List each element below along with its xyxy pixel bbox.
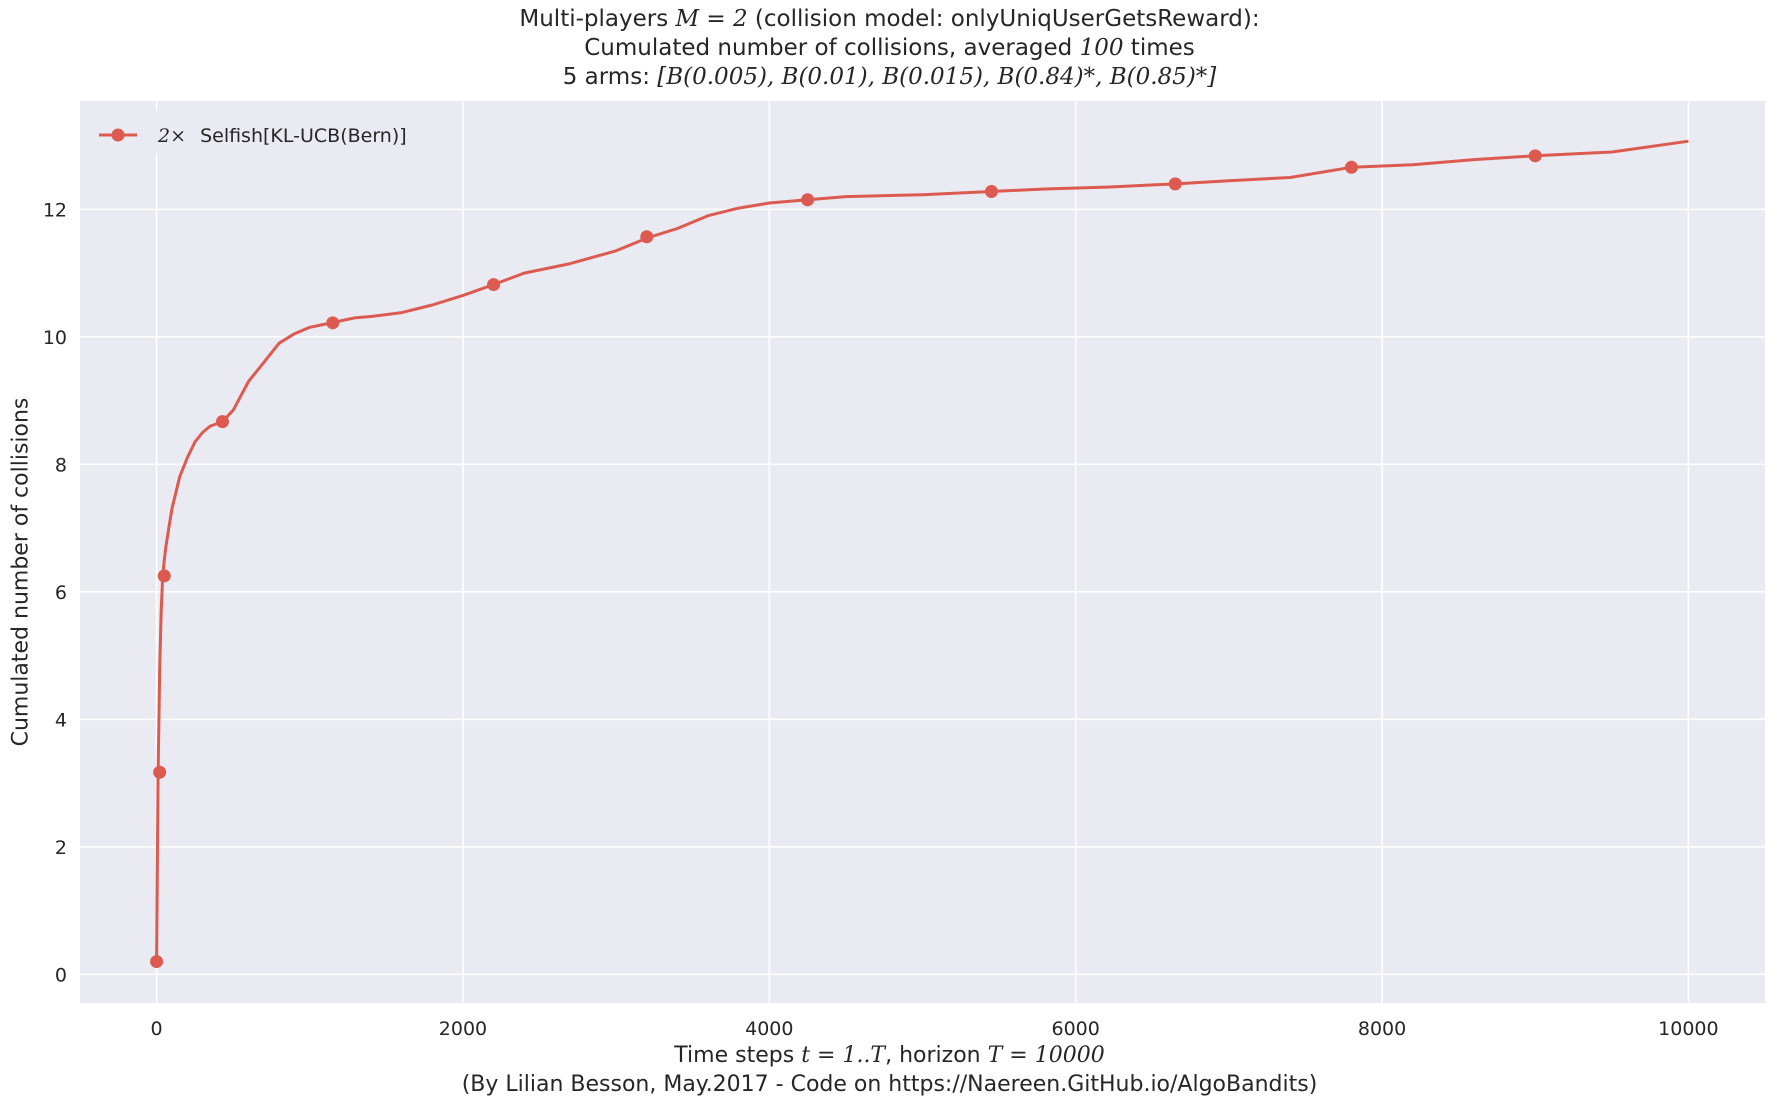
- y-tick-label: 0: [55, 964, 67, 986]
- x-tick-label: 8000: [1358, 1018, 1406, 1040]
- y-tick-label: 4: [55, 709, 67, 731]
- series-marker: [1168, 177, 1182, 191]
- legend-label: 2× Selfish[KL-UCB(Bern)]: [157, 125, 407, 147]
- y-tick-label: 10: [43, 327, 67, 349]
- series-marker: [326, 316, 340, 330]
- y-tick-labels: 0 2 4 6 8 10 12: [43, 199, 67, 986]
- x-tick-label: 2000: [439, 1018, 487, 1040]
- series-marker: [801, 193, 815, 207]
- series-marker: [1344, 160, 1358, 174]
- series-marker: [640, 230, 654, 244]
- x-axis-label: Time steps t = 1..T, horizon T = 10000: [674, 1043, 1105, 1068]
- series-layer: [150, 139, 1689, 969]
- x-tick-label: 4000: [745, 1018, 793, 1040]
- y-tick-label: 6: [55, 582, 67, 604]
- legend-box: [92, 111, 442, 153]
- x-tick-labels: 0 2000 4000 6000 8000 10000: [151, 1018, 1719, 1040]
- series-marker: [984, 185, 998, 199]
- credit-footer: (By Lilian Besson, May.2017 - Code on ht…: [461, 1072, 1318, 1097]
- x-tick-label: 10000: [1658, 1018, 1718, 1040]
- x-tick-label: 0: [151, 1018, 163, 1040]
- series-marker: [1528, 149, 1542, 163]
- chart-title-line-1: Multi-players M = 2 (collision model: on…: [519, 6, 1260, 32]
- series-marker: [215, 415, 229, 429]
- chart-title-line-2: Cumulated number of collisions, averaged…: [584, 35, 1195, 61]
- series-marker: [487, 278, 501, 292]
- x-tick-label: 6000: [1052, 1018, 1100, 1040]
- series-line: [155, 139, 1689, 962]
- y-tick-label: 12: [43, 199, 67, 221]
- y-tick-label: 8: [55, 454, 67, 476]
- series-marker: [150, 955, 164, 969]
- chart-title-line-3: 5 arms: [B(0.005), B(0.01), B(0.015), B(…: [562, 64, 1217, 90]
- legend-marker-sample: [111, 128, 125, 142]
- y-axis-label: Cumulated number of collisions: [8, 397, 34, 747]
- plot-area: [80, 101, 1765, 1003]
- grid-lines: [80, 101, 1765, 1003]
- series-marker: [157, 569, 171, 583]
- y-tick-label: 2: [55, 837, 67, 859]
- legend: 2× Selfish[KL-UCB(Bern)]: [92, 111, 442, 153]
- series-marker: [153, 765, 167, 779]
